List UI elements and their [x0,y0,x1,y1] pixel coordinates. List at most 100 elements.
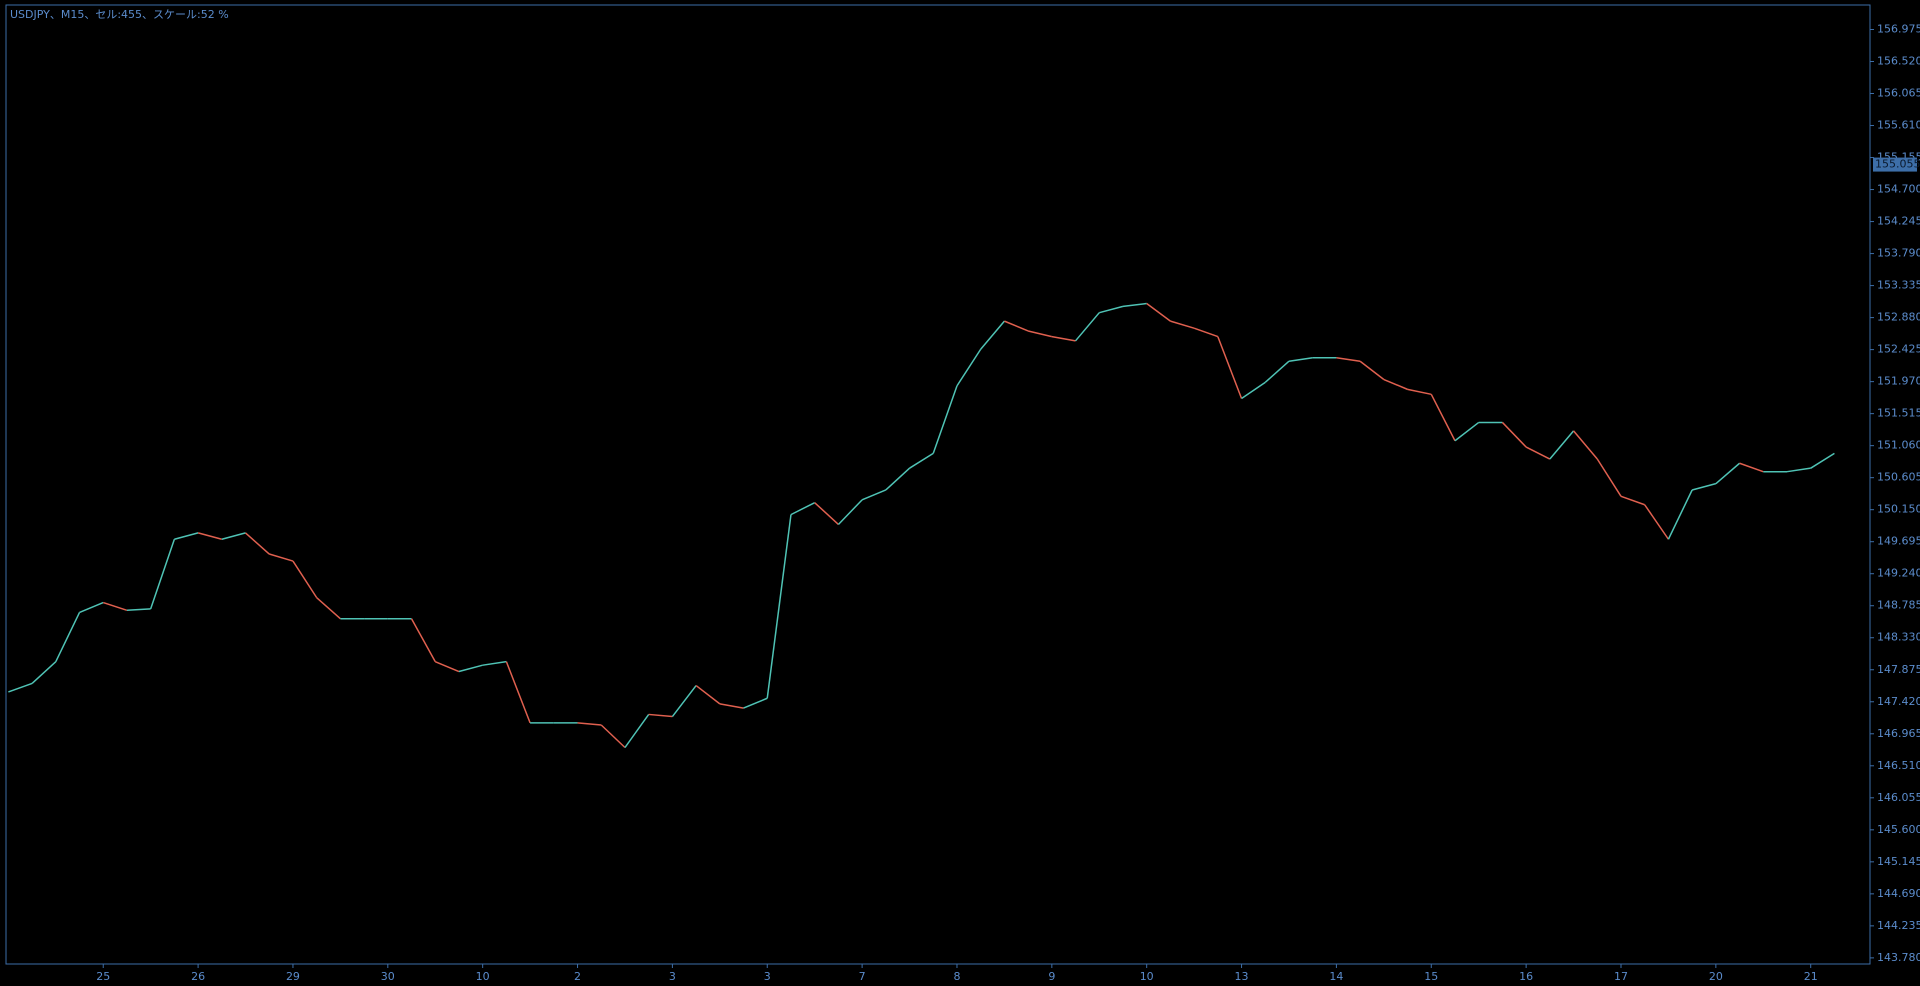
price-segment [102,601,128,612]
x-tick-label: 21 [1804,970,1818,983]
price-segment [1454,421,1480,442]
price-segment [1501,421,1527,448]
x-tick-label: 10 [476,970,490,983]
price-segment [1810,452,1835,469]
y-tick-label: 152.425 [1877,343,1920,356]
price-segment [1122,302,1147,308]
y-tick-label: 146.055 [1877,791,1920,804]
price-segment [1596,458,1622,497]
y-tick-label: 155.610 [1877,119,1920,132]
price-segment [1407,388,1432,396]
y-tick-label: 147.875 [1877,663,1920,676]
price-segment [1525,446,1551,460]
price-segment [434,660,460,673]
price-segment [909,452,934,469]
price-segment [1288,356,1313,362]
price-segment [1099,305,1124,314]
price-segment [55,612,81,662]
chart-title: USDJPY、M15、セル:455、スケール:52 % [10,8,229,21]
price-segment [1620,495,1645,506]
price-segment [719,703,744,709]
price-segment [1051,335,1076,342]
y-tick-label: 144.690 [1877,887,1920,900]
y-tick-label: 151.970 [1877,375,1920,388]
price-segment [790,501,816,516]
y-tick-label: 143.780 [1877,951,1920,964]
price-segment [1430,393,1456,442]
y-tick-label: 147.420 [1877,695,1920,708]
x-tick-label: 17 [1614,970,1628,983]
price-segment [1739,462,1764,473]
price-segment [743,697,768,709]
price-segment [482,660,507,666]
y-tick-label: 154.700 [1877,183,1920,196]
y-tick-label: 152.880 [1877,311,1920,324]
price-segment [885,467,911,491]
x-tick-label: 15 [1424,970,1438,983]
price-segment [1383,378,1408,391]
price-segment [149,538,176,610]
x-tick-label: 29 [286,970,300,983]
y-tick-label: 156.975 [1877,22,1920,35]
y-tick-label: 146.965 [1877,727,1920,740]
y-tick-label: 153.335 [1877,279,1920,292]
price-segment [980,320,1005,350]
y-tick-label: 150.605 [1877,471,1920,484]
price-segment [31,661,57,685]
y-tick-label: 149.695 [1877,535,1920,548]
price-segment [1027,330,1053,338]
y-tick-label: 156.520 [1877,54,1920,67]
x-tick-label: 13 [1235,970,1249,983]
x-tick-label: 2 [574,970,581,983]
y-tick-label: 148.785 [1877,599,1920,612]
price-segment [316,597,341,620]
x-tick-label: 8 [953,970,960,983]
price-segment [1170,320,1195,329]
price-segment [695,684,721,705]
y-tick-label: 154.245 [1877,215,1920,228]
price-segment [766,514,792,699]
y-tick-label: 151.060 [1877,439,1920,452]
x-tick-label: 20 [1709,970,1723,983]
y-tick-label: 148.330 [1877,631,1920,644]
price-segment [814,502,839,526]
price-segment [1572,430,1598,460]
price-segment [1193,327,1219,338]
price-segment [1264,360,1290,383]
price-segment [245,532,270,555]
x-tick-label: 14 [1329,970,1343,983]
price-segment [1359,360,1385,381]
current-price-label: 155.055 [1875,158,1920,171]
price-segment [624,713,650,748]
price-segment [197,532,223,540]
price-segment [861,489,887,501]
price-segment [269,553,294,562]
x-tick-label: 25 [96,970,110,983]
price-segment [1004,320,1029,332]
x-tick-label: 9 [1048,970,1055,983]
price-segment [221,532,246,540]
price-segment [1336,356,1361,362]
y-tick-label: 156.065 [1877,87,1920,100]
price-segment [1549,430,1575,460]
price-segment [1715,462,1741,485]
price-segment [174,532,199,540]
y-tick-label: 153.790 [1877,247,1920,260]
plot-frame [5,4,1871,965]
x-tick-label: 16 [1519,970,1533,983]
price-segment [458,664,483,673]
price-segment [1786,467,1811,473]
x-tick-label: 10 [1140,970,1154,983]
y-tick-label: 144.235 [1877,919,1920,932]
price-segment [1644,504,1670,540]
price-segment [837,499,863,525]
y-tick-label: 145.145 [1877,855,1920,868]
price-segment [8,682,33,693]
price-segment [1241,381,1266,400]
price-segment [1146,302,1171,322]
x-tick-label: 3 [764,970,771,983]
price-segment [1074,312,1100,342]
price-segment [1691,482,1717,491]
